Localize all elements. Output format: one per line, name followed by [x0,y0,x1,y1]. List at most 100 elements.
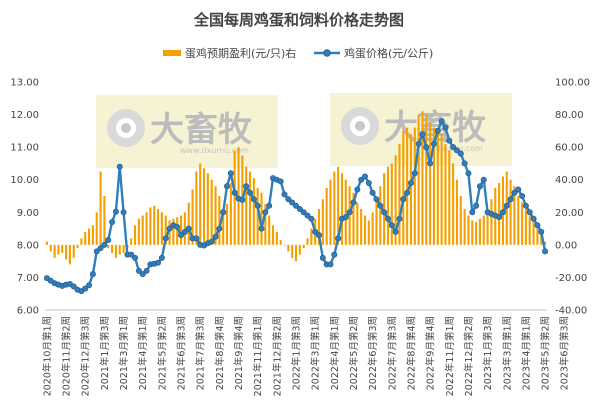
profit-bar [406,127,409,245]
egg-price-point [304,212,311,219]
egg-price-point [530,215,537,222]
egg-price-point [82,285,89,292]
profit-bar [348,186,351,245]
egg-price-point [247,189,254,196]
profit-bar [432,127,436,245]
profit-bar [137,218,140,245]
profit-bar [509,179,512,245]
profit-bar [164,215,167,245]
profit-bar [233,150,236,245]
legend-bar-swatch [163,50,181,56]
profit-bar [386,166,390,245]
egg-price-point [319,254,326,261]
egg-price-point [469,209,476,216]
profit-bar [225,204,229,245]
x-tick-label: 2023年6月第3周 [559,316,571,390]
profit-bar [402,130,405,245]
egg-price-point [404,189,411,196]
x-tick-label: 2023年3月第1周 [501,316,513,390]
egg-price-point [112,208,119,215]
egg-price-point [281,191,288,198]
profit-bar [517,196,520,245]
profit-bar [268,215,271,245]
egg-price-point [97,245,104,252]
egg-price-point [453,147,460,154]
profit-bars [45,111,547,265]
egg-price-point [515,186,522,193]
profit-bar [222,212,225,245]
egg-price-point [503,202,510,209]
profit-bar [172,218,175,245]
profit-bar [471,220,474,245]
egg-price-point [277,178,284,185]
egg-price-point [120,209,127,216]
egg-price-point [254,202,261,209]
egg-price-point [231,189,238,196]
profit-bar [141,215,144,245]
profit-bar [264,204,267,245]
profit-bar [310,228,313,245]
egg-price-point [430,140,437,147]
profit-bar [521,202,524,245]
egg-price-point [496,214,503,221]
egg-price-point [296,206,303,213]
x-tick-label: 2021年12月第2周 [271,316,283,396]
profit-bar [417,114,420,245]
profit-bar [528,215,531,245]
y-right-tick-label: 0.00 [555,240,577,251]
egg-price-point [193,235,200,242]
profit-bar [375,199,378,245]
profit-bar [252,178,255,245]
x-tick-label: 2023年5月第2周 [540,316,552,390]
x-tick-label: 2023年1月第3周 [482,316,494,390]
profit-bar [153,205,156,245]
x-tick-label: 2021年3月第1周 [118,316,130,390]
x-tick-label: 2020年11月第2周 [61,316,73,396]
x-tick-label: 2021年5月第2周 [156,316,168,390]
profit-bar [61,244,64,253]
profit-bar [191,189,194,245]
y-left-tick-label: 6.00 [17,306,39,317]
egg-price-point [373,196,380,203]
profit-bar [394,155,397,245]
egg-price-point [342,214,349,221]
profit-bar [409,134,413,245]
y-left-tick-label: 8.00 [17,240,39,251]
profit-bar [283,244,286,246]
egg-price-point [476,183,483,190]
egg-price-point [239,196,246,203]
x-tick-label: 2022年4月第1周 [329,316,341,390]
x-tick-label: 2022年1月第3周 [291,316,303,390]
egg-price-point [350,199,357,206]
profit-bar [329,179,332,245]
egg-price-point [427,160,434,167]
egg-price-point [185,225,192,232]
egg-price-point [499,209,506,216]
chart-title: 全国每周鸡蛋和饲料价格走势图 [193,11,404,29]
y-right-tick-label: 100.00 [555,78,590,89]
profit-bar [229,182,232,245]
egg-price-point [335,235,342,242]
x-tick-label: 2021年6月第3周 [176,316,188,390]
egg-price-point [128,251,135,258]
egg-price-point [178,232,185,239]
profit-bar [390,163,393,245]
profit-bar [149,207,152,245]
profit-bar [463,209,466,245]
egg-price-point [415,140,422,147]
egg-price-point [377,202,384,209]
egg-price-point [473,202,480,209]
egg-price-point [327,261,334,268]
profit-bar [214,186,217,245]
egg-price-point [434,127,441,134]
watermark-right-logo-dot [355,121,365,131]
profit-bar [482,215,485,245]
profit-bar [352,192,355,245]
profit-bar [302,244,305,249]
egg-price-point [519,192,526,199]
profit-bar [337,166,340,245]
x-tick-label: 2022年12月第2周 [463,316,475,396]
egg-price-point [312,228,319,235]
egg-price-point [86,282,93,289]
